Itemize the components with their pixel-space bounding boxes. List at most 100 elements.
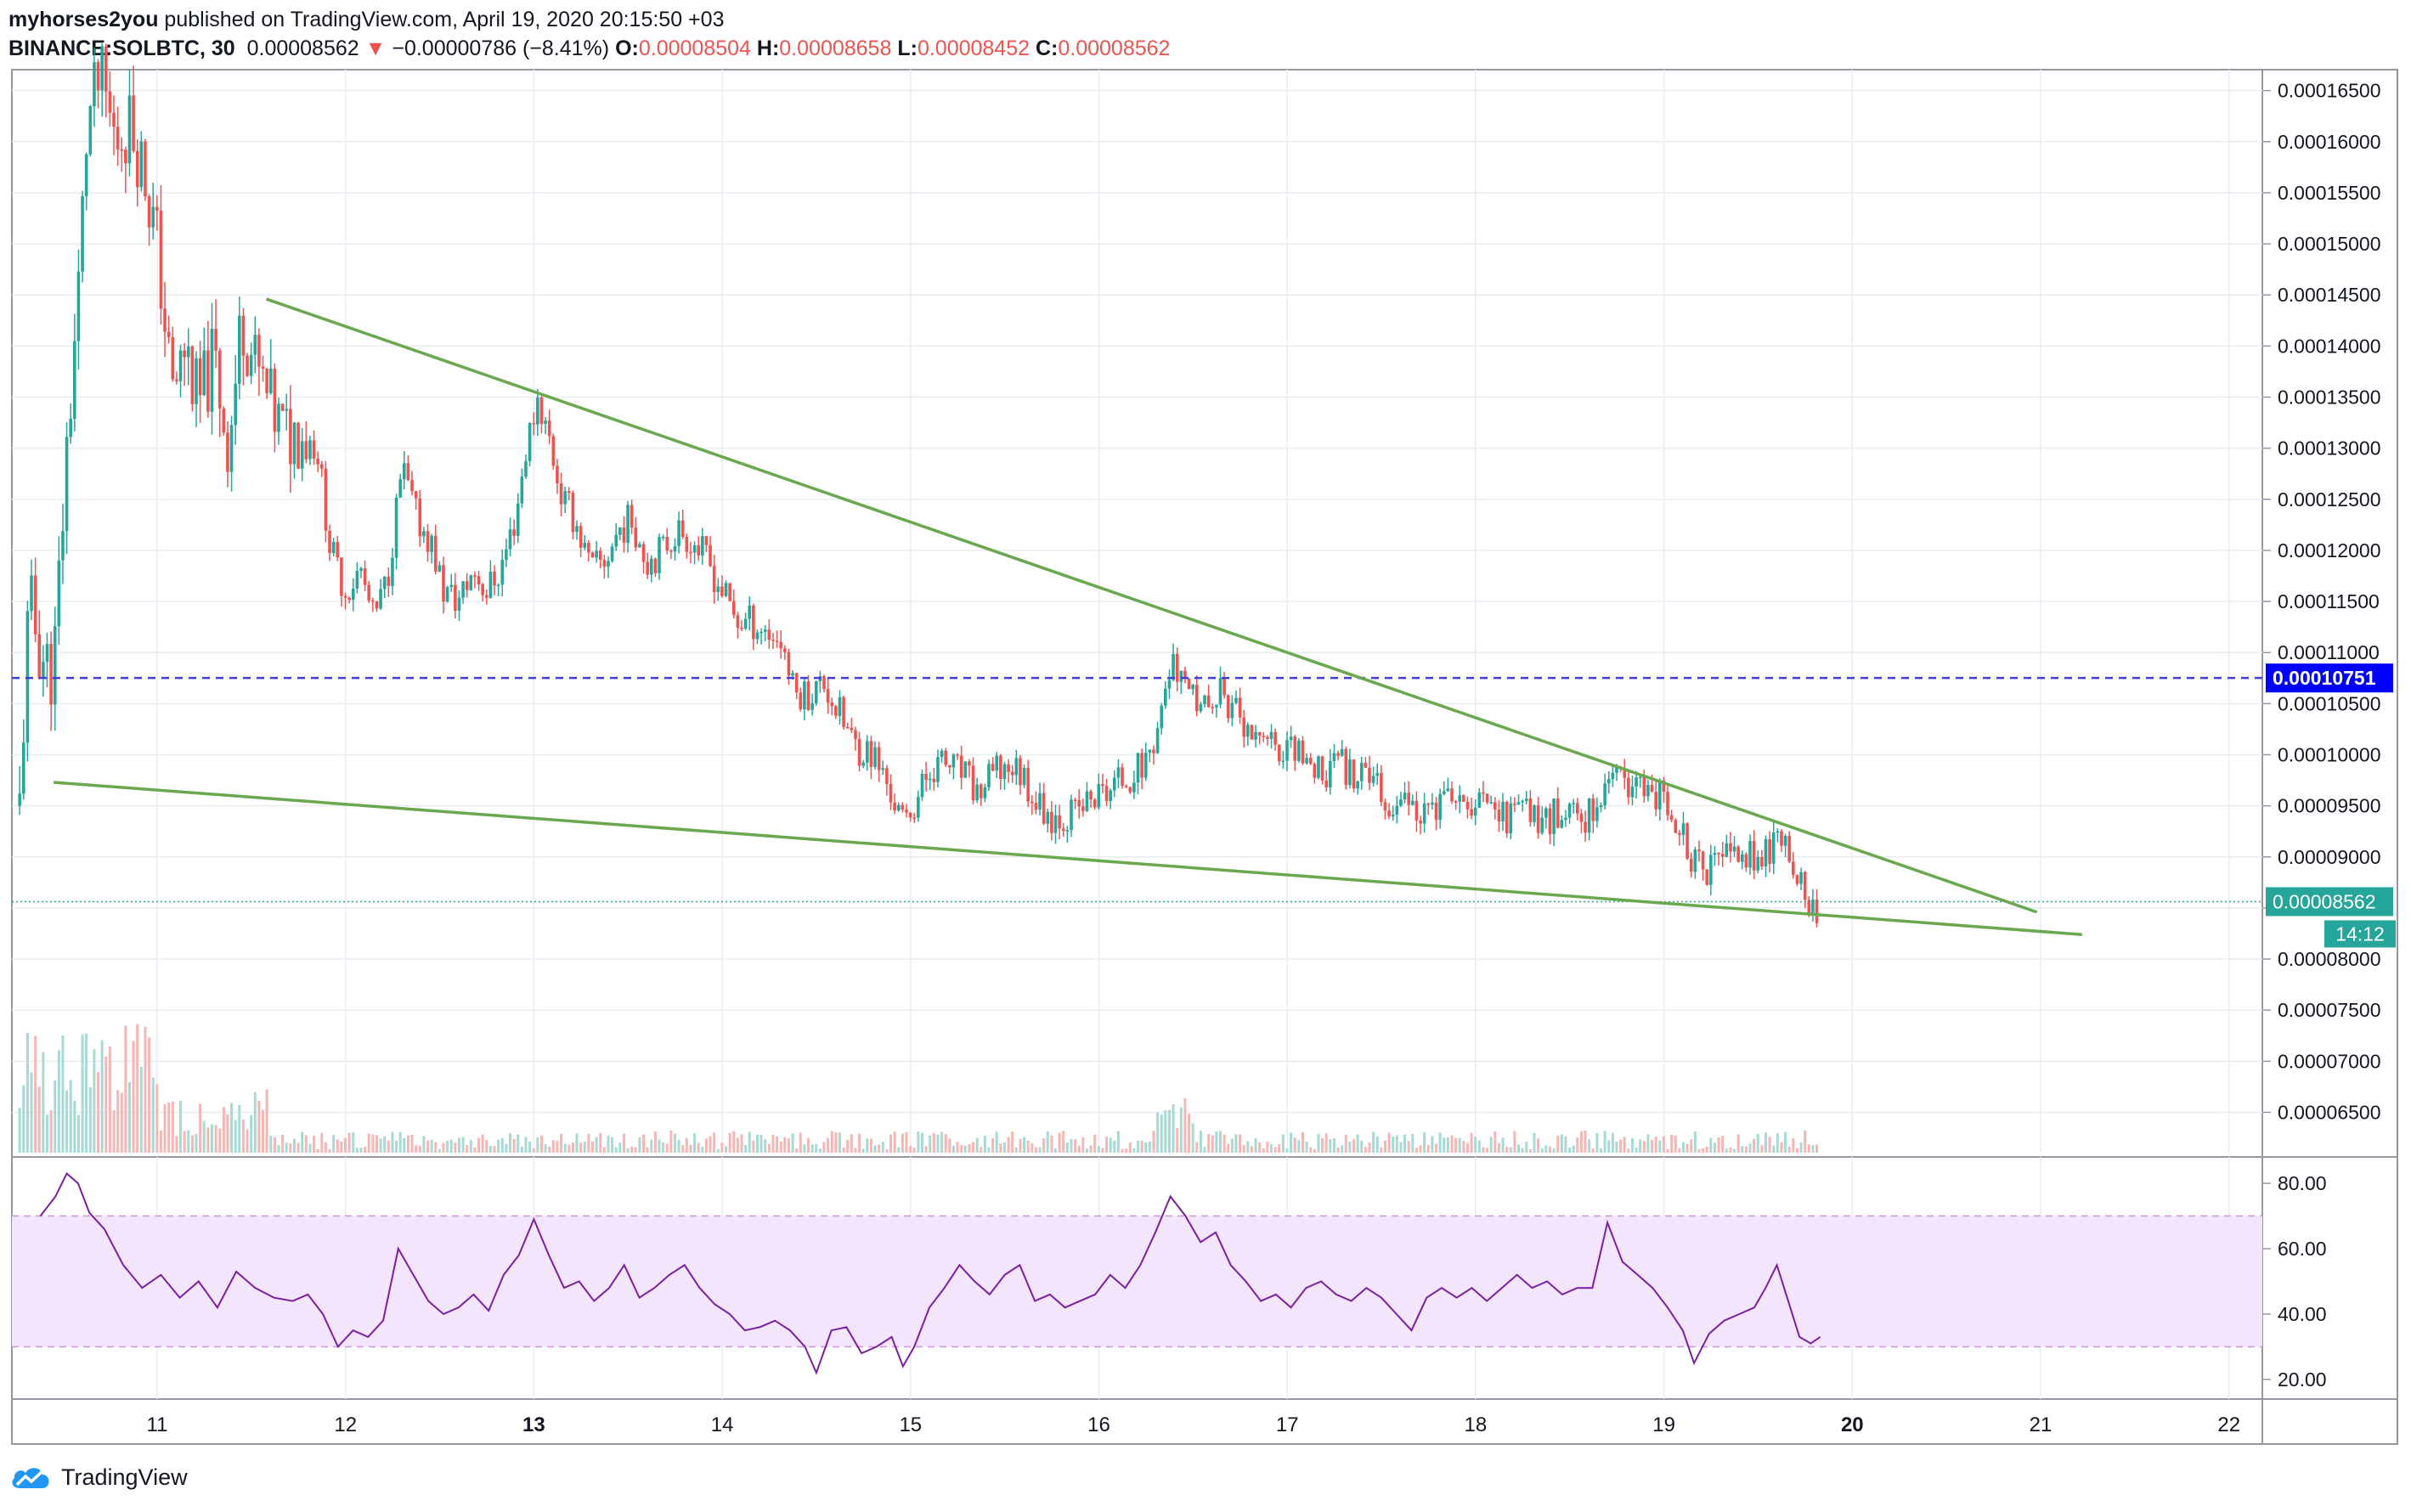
volume-bar — [1403, 1134, 1407, 1153]
candle-body — [1109, 790, 1112, 801]
volume-bar — [924, 1146, 928, 1153]
candle-body — [1336, 753, 1340, 756]
candle-body — [783, 648, 787, 652]
candle-body — [1155, 728, 1160, 753]
candle-body — [1371, 776, 1375, 783]
volume-bar — [37, 1086, 41, 1153]
x-tick-label: 14 — [711, 1413, 734, 1436]
candle-body — [1364, 763, 1368, 768]
volume-bar — [1772, 1145, 1776, 1153]
candle-body — [697, 544, 701, 556]
candle-body — [740, 627, 743, 629]
candle-body — [854, 730, 857, 740]
candle-body — [924, 773, 928, 781]
trendline[interactable] — [53, 781, 2082, 936]
volume-bar — [567, 1144, 571, 1153]
candle-body — [1222, 678, 1226, 696]
volume-bar — [1501, 1137, 1505, 1153]
volume-bar — [104, 1056, 108, 1153]
candle-body — [147, 196, 151, 228]
change-text: −0.00000786 (−8.41%) — [392, 37, 610, 60]
volume-bar — [285, 1142, 288, 1153]
candle-body — [975, 784, 979, 801]
tradingview-logo-icon[interactable] — [8, 1463, 53, 1492]
volume-bar — [1341, 1145, 1344, 1153]
close-value: 0.00008562 — [1058, 37, 1171, 60]
volume-bar — [1709, 1137, 1713, 1153]
candle-body — [866, 741, 869, 763]
candle-body — [1771, 832, 1776, 864]
candle-body — [1042, 793, 1046, 824]
candle-body — [728, 583, 731, 601]
candle-body — [779, 641, 782, 649]
candle-body — [73, 341, 76, 420]
volume-bar — [791, 1133, 794, 1153]
volume-bar — [473, 1147, 477, 1153]
candle-body — [1194, 685, 1199, 712]
volume-bar — [1792, 1137, 1795, 1153]
volume-bar — [697, 1142, 700, 1153]
candle-body — [1308, 758, 1313, 764]
volume-bar — [481, 1134, 484, 1153]
candle-body — [1077, 799, 1081, 807]
candle-body — [1281, 760, 1285, 763]
volume-bar — [866, 1138, 869, 1153]
volume-bar — [795, 1148, 799, 1153]
volume-bar — [167, 1102, 171, 1153]
volume-bar — [124, 1025, 127, 1153]
y-tick-label: 0.00012500 — [2278, 488, 2381, 511]
candle-body — [1536, 805, 1540, 833]
volume-bar — [799, 1132, 802, 1153]
candle-body — [834, 706, 838, 716]
candle-body — [304, 441, 308, 460]
candle-body — [1317, 756, 1320, 778]
trendline[interactable] — [266, 297, 2038, 914]
volume-bar — [199, 1103, 202, 1153]
volume-bar — [1356, 1134, 1359, 1153]
candle-body — [571, 493, 575, 533]
volume-bar — [646, 1147, 649, 1153]
candle-body — [1776, 831, 1780, 833]
volume-bar — [975, 1137, 979, 1153]
volume-bar — [324, 1142, 327, 1153]
volume-bar — [1454, 1137, 1458, 1153]
candle-body — [1815, 900, 1819, 923]
candle-body — [607, 561, 610, 567]
candle-body — [120, 149, 124, 151]
volume-bar — [1046, 1131, 1049, 1153]
candle-body — [1803, 872, 1807, 900]
candle-body — [159, 211, 163, 309]
candle-body — [1065, 830, 1070, 832]
candle-body — [414, 491, 418, 499]
candle-body — [1391, 815, 1395, 817]
tradingview-brand[interactable]: TradingView — [61, 1464, 188, 1490]
rsi-band — [12, 1216, 2262, 1347]
candle-body — [1717, 853, 1720, 855]
candle-body — [968, 761, 971, 766]
candle-body — [1375, 773, 1380, 776]
candle-body — [442, 565, 445, 602]
volume-bar — [45, 1114, 48, 1153]
candle-body — [1591, 798, 1595, 821]
candle-body — [151, 206, 155, 228]
candle-body — [709, 544, 712, 567]
candle-body — [999, 755, 1002, 779]
volume-bar — [1156, 1112, 1160, 1153]
candle-body — [532, 423, 536, 425]
candle-body — [1407, 793, 1410, 805]
candle-body — [104, 46, 108, 92]
candle-body — [1320, 756, 1324, 781]
candle-body — [1093, 799, 1097, 808]
author-name[interactable]: myhorses2you — [8, 8, 159, 31]
volume-bar — [858, 1133, 861, 1153]
volume-bar — [42, 1052, 45, 1153]
candle-body — [81, 196, 84, 272]
volume-bar — [787, 1138, 790, 1153]
last-price-label-bg — [2266, 887, 2393, 917]
volume-bars — [18, 1024, 1819, 1153]
volume-bar — [241, 1119, 245, 1153]
volume-bar — [190, 1135, 194, 1153]
symbol-label[interactable]: BINANCE:SOLBTC, 30 — [8, 37, 235, 60]
candle-body — [379, 589, 382, 609]
